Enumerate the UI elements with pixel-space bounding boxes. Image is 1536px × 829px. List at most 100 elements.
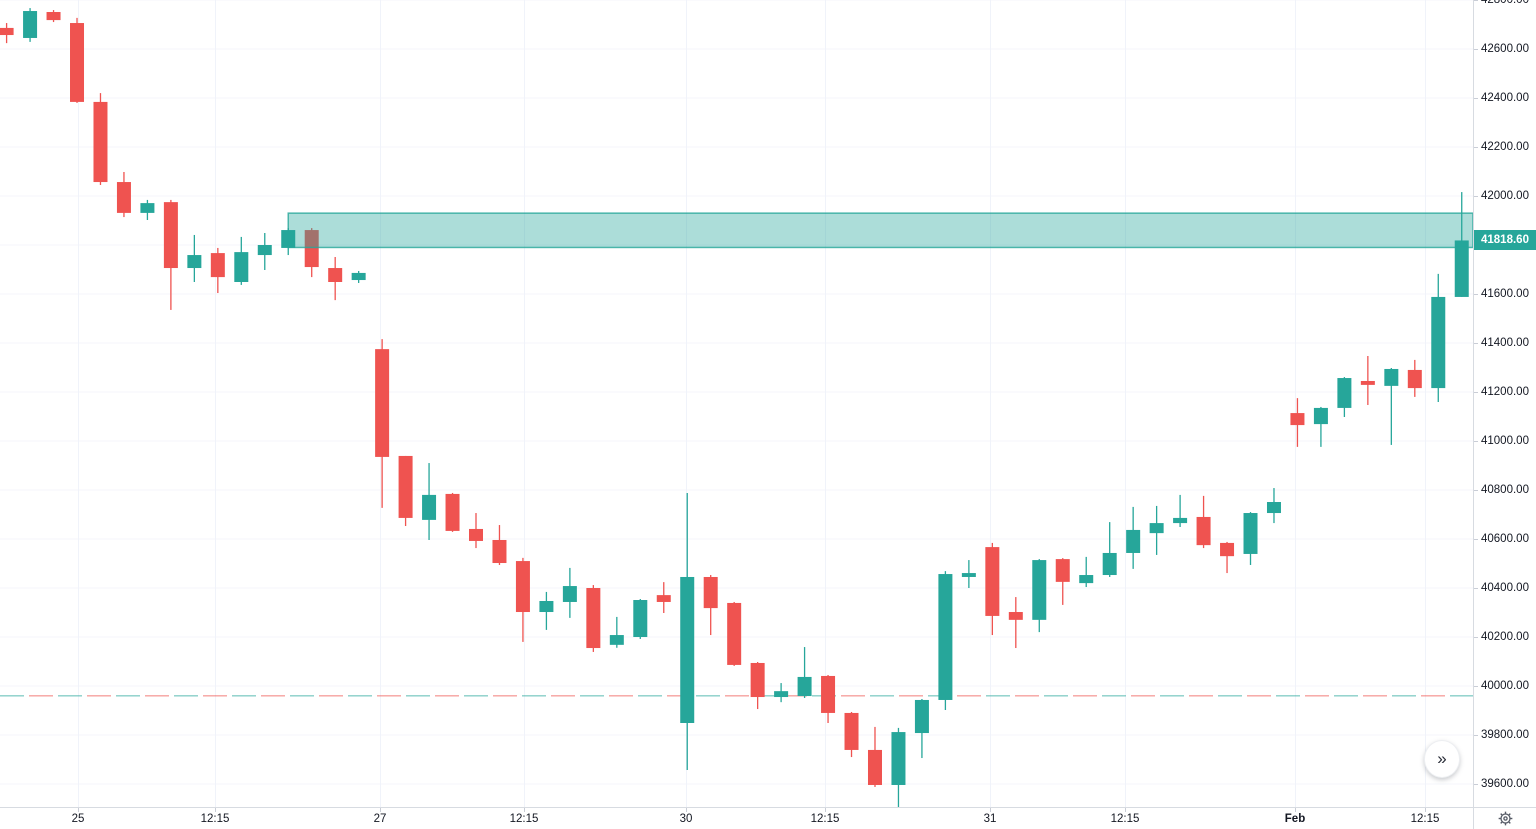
candle-body bbox=[422, 494, 437, 520]
candle-body bbox=[1196, 516, 1211, 546]
time-axis-label: Feb bbox=[1284, 813, 1306, 825]
candle-body bbox=[70, 23, 85, 102]
price-axis[interactable]: 41818.60 42800.00 42600.00 42400.00 42200.0… bbox=[1473, 0, 1536, 807]
gear-icon bbox=[1498, 811, 1512, 826]
candle-body bbox=[727, 602, 742, 665]
candle-body bbox=[1102, 552, 1117, 576]
candle-body bbox=[1079, 575, 1094, 584]
candle-body bbox=[140, 203, 155, 213]
candle-body bbox=[1149, 523, 1164, 534]
price-axis-tick bbox=[1474, 587, 1478, 589]
time-axis-tick bbox=[1295, 808, 1296, 812]
candle-body bbox=[469, 528, 483, 541]
candle-body bbox=[680, 576, 695, 724]
candle-body bbox=[328, 268, 343, 282]
candle-body bbox=[562, 586, 577, 602]
price-axis-tick bbox=[1474, 0, 1478, 1]
candle-body bbox=[0, 27, 14, 36]
candle-body bbox=[914, 699, 929, 734]
candle-body bbox=[844, 712, 859, 750]
candle-body bbox=[891, 732, 906, 785]
time-axis[interactable]: 25 12:15 27 12:15 30 12:15 31 12:15 Feb 12:15 bbox=[0, 807, 1536, 829]
price-axis-label: 42000.00 bbox=[1481, 190, 1529, 202]
candle-body bbox=[163, 202, 178, 269]
price-axis-tick bbox=[1474, 97, 1478, 99]
candle-body bbox=[1008, 612, 1023, 620]
candle-body bbox=[1360, 380, 1375, 385]
time-axis-label: 12:15 bbox=[1410, 813, 1440, 825]
price-axis-label: 41600.00 bbox=[1481, 288, 1529, 300]
price-axis-tick bbox=[1474, 146, 1478, 148]
candle-body bbox=[821, 675, 836, 713]
candle-body bbox=[1384, 368, 1399, 386]
time-axis-label: 12:15 bbox=[1110, 813, 1140, 825]
candle-body bbox=[1243, 513, 1258, 554]
time-axis-tick bbox=[1425, 808, 1426, 812]
time-axis-tick bbox=[825, 808, 826, 812]
candle-body bbox=[1032, 560, 1047, 620]
candle-body bbox=[304, 230, 319, 268]
candle-body bbox=[1454, 240, 1469, 297]
price-axis-label: 40400.00 bbox=[1481, 582, 1529, 594]
candle-body bbox=[351, 272, 366, 281]
candle-body bbox=[1055, 559, 1070, 582]
price-axis-tick bbox=[1474, 734, 1478, 736]
price-axis-label: 40000.00 bbox=[1481, 680, 1529, 692]
time-axis-label: 12:15 bbox=[509, 813, 539, 825]
candle-body bbox=[656, 595, 671, 602]
candle-body bbox=[492, 539, 507, 564]
candle-body bbox=[539, 600, 554, 613]
price-axis-label: 42400.00 bbox=[1481, 92, 1529, 104]
candle-body bbox=[116, 182, 131, 213]
candle-body bbox=[1290, 413, 1305, 426]
price-axis-label: 42800.00 bbox=[1481, 0, 1529, 6]
candle-body bbox=[961, 573, 976, 577]
go-to-realtime-button[interactable]: » bbox=[1424, 740, 1460, 778]
time-axis-label: 31 bbox=[983, 813, 997, 825]
time-axis-tick bbox=[78, 808, 79, 812]
time-axis-label: 30 bbox=[679, 813, 693, 825]
price-axis-tick bbox=[1474, 538, 1478, 540]
price-axis-tick bbox=[1474, 195, 1478, 197]
price-axis-label: 42200.00 bbox=[1481, 141, 1529, 153]
candle-body bbox=[985, 547, 1000, 616]
candle-body bbox=[867, 749, 882, 785]
candle-body bbox=[1266, 502, 1281, 514]
candle-body bbox=[1220, 542, 1235, 557]
candle-body bbox=[257, 245, 272, 256]
candle-body bbox=[210, 253, 225, 278]
candle-body bbox=[750, 662, 765, 698]
candle-body bbox=[398, 455, 413, 518]
candle-body bbox=[1173, 517, 1188, 524]
candle-body bbox=[938, 574, 953, 700]
candle-body bbox=[234, 252, 249, 282]
price-axis-label: 40200.00 bbox=[1481, 631, 1529, 643]
price-axis-tick bbox=[1474, 342, 1478, 344]
candle-body bbox=[774, 691, 789, 698]
time-axis-tick bbox=[686, 808, 687, 812]
candle-body bbox=[1126, 529, 1141, 553]
time-axis-tick bbox=[990, 808, 991, 812]
candle-body bbox=[515, 561, 530, 613]
price-axis-tick bbox=[1474, 636, 1478, 638]
candle-body bbox=[703, 576, 718, 609]
chart-canvas[interactable] bbox=[0, 0, 1474, 810]
price-axis-label: 40800.00 bbox=[1481, 484, 1529, 496]
time-axis-tick bbox=[524, 808, 525, 812]
candle-body bbox=[1313, 407, 1328, 425]
time-axis-tick bbox=[215, 808, 216, 812]
axis-settings-corner[interactable] bbox=[1473, 808, 1536, 829]
candle-body bbox=[46, 12, 61, 21]
candle-body bbox=[93, 101, 108, 183]
price-axis-label: 40600.00 bbox=[1481, 533, 1529, 545]
price-axis-label: 39800.00 bbox=[1481, 729, 1529, 741]
candle-body bbox=[445, 493, 460, 531]
time-axis-label: 12:15 bbox=[200, 813, 230, 825]
candle-body bbox=[1407, 369, 1422, 389]
supply-zone-rectangle bbox=[287, 212, 1474, 249]
price-axis-tick bbox=[1474, 685, 1478, 687]
candle-body bbox=[1431, 296, 1446, 389]
candle-body bbox=[1337, 378, 1352, 408]
candle-body bbox=[797, 676, 812, 697]
